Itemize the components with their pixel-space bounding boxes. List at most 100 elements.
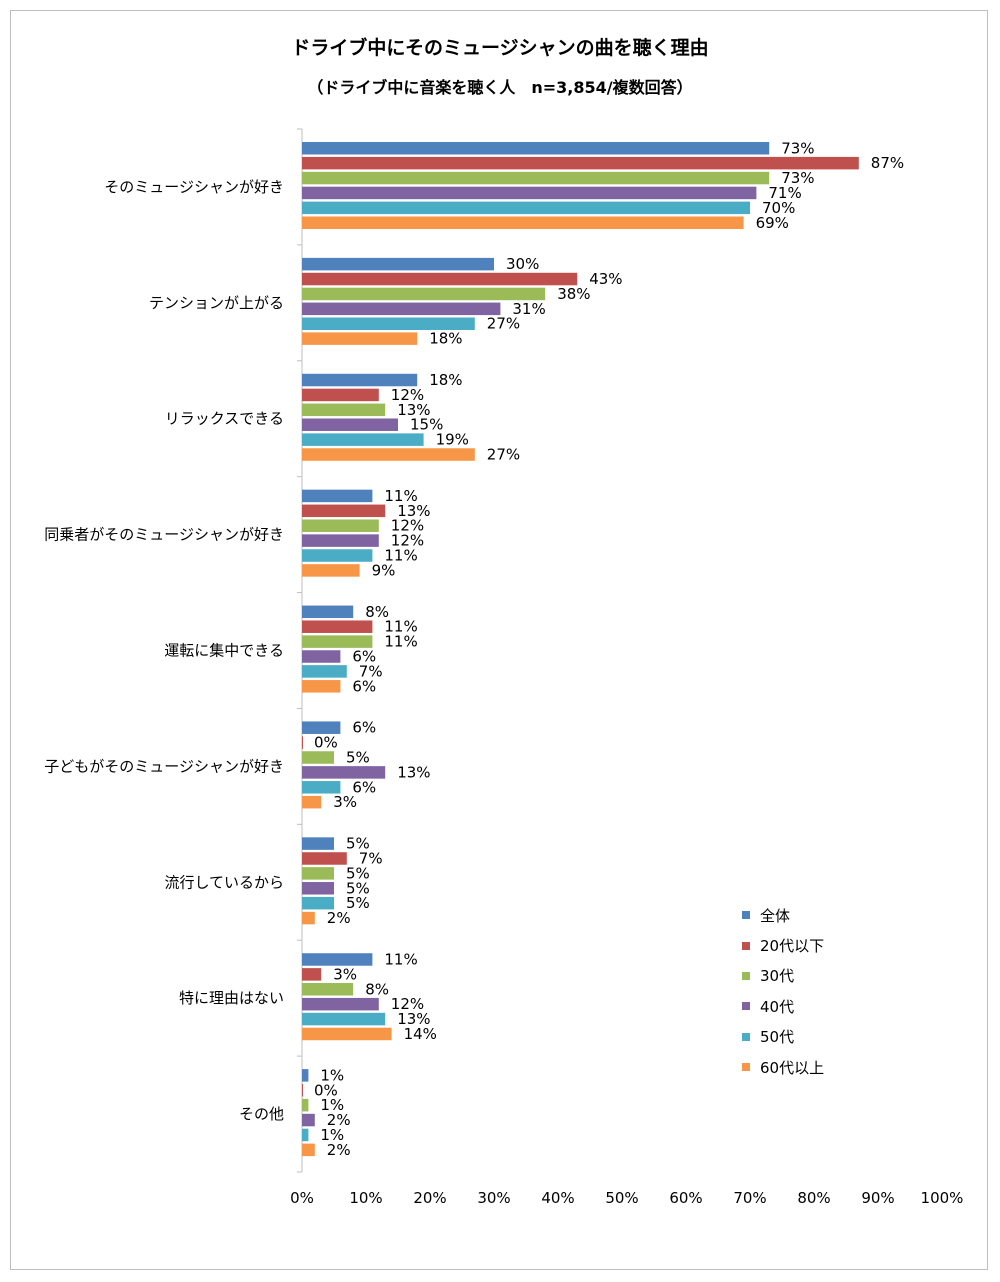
data-label: 3%	[333, 965, 357, 983]
data-label: 7%	[359, 849, 383, 867]
x-tick-label: 60%	[669, 1189, 702, 1207]
x-tick-label: 70%	[733, 1189, 766, 1207]
data-label: 31%	[512, 300, 545, 318]
legend-item: 全体	[742, 900, 824, 930]
data-label: 8%	[365, 980, 389, 998]
data-label: 13%	[397, 1010, 430, 1028]
legend-item: 20代以下	[742, 930, 824, 960]
x-tick-label: 10%	[349, 1189, 382, 1207]
bar	[302, 1069, 309, 1082]
x-tick-label: 50%	[605, 1189, 638, 1207]
category-label: 流行しているから	[164, 873, 284, 891]
bar	[302, 1012, 386, 1026]
bar	[302, 1113, 315, 1127]
category-label: 特に理由はない	[179, 989, 284, 1007]
chart-title: ドライブ中にそのミュージシャンの曲を聴く理由	[291, 37, 709, 59]
bar	[302, 142, 770, 155]
bar	[302, 519, 379, 532]
bar	[302, 837, 334, 850]
bar	[302, 635, 373, 648]
data-label: 18%	[429, 371, 462, 389]
bar	[302, 680, 341, 693]
data-label: 3%	[333, 793, 357, 811]
data-label: 5%	[346, 748, 370, 766]
data-label: 18%	[429, 330, 462, 348]
bar	[302, 388, 379, 402]
bar	[302, 781, 341, 794]
data-label: 13%	[397, 502, 430, 520]
data-label: 1%	[320, 1096, 344, 1114]
data-label: 5%	[346, 894, 370, 912]
category-label: リラックスできる	[165, 410, 284, 428]
bar	[302, 302, 501, 316]
category-label: その他	[239, 1105, 284, 1123]
legend-item: 40代	[742, 991, 824, 1021]
data-label: 5%	[346, 879, 370, 897]
data-label: 2%	[327, 1111, 351, 1129]
bar	[302, 373, 418, 387]
data-label: 11%	[384, 487, 417, 505]
data-label: 38%	[557, 285, 590, 303]
data-label: 7%	[359, 662, 383, 680]
bar	[302, 171, 770, 185]
bar	[302, 418, 398, 431]
data-label: 6%	[352, 648, 376, 666]
legend-swatch	[742, 971, 750, 980]
data-label: 2%	[327, 909, 351, 927]
bar	[302, 186, 757, 200]
x-tick-label: 90%	[861, 1189, 894, 1207]
x-tick-label: 30%	[477, 1189, 510, 1207]
data-label: 73%	[781, 139, 814, 157]
data-label: 11%	[384, 633, 417, 651]
bar	[302, 766, 386, 779]
data-label: 19%	[436, 431, 469, 449]
data-label: 6%	[352, 778, 376, 796]
bar	[302, 504, 386, 518]
legend-item: 60代以上	[742, 1052, 824, 1082]
data-label: 30%	[506, 255, 539, 273]
data-label: 15%	[410, 416, 443, 434]
data-label: 12%	[391, 995, 424, 1013]
data-label: 13%	[397, 401, 430, 419]
bar	[302, 751, 334, 764]
category-label: 子どもがそのミュージシャンが好き	[44, 757, 284, 775]
data-label: 27%	[487, 446, 520, 464]
bar	[302, 896, 334, 910]
bar	[302, 287, 546, 301]
bar	[302, 201, 750, 215]
bar	[302, 852, 347, 865]
x-tick-label: 20%	[413, 1189, 446, 1207]
category-label: 同乗者がそのミュージシャンが好き	[44, 526, 284, 544]
category-label: 運転に集中できる	[164, 642, 284, 660]
bar	[302, 549, 373, 562]
data-label: 0%	[314, 734, 338, 752]
bar	[302, 534, 379, 547]
bar	[302, 650, 341, 663]
bar	[302, 911, 315, 925]
data-label: 6%	[352, 719, 376, 737]
legend-label: 全体	[760, 906, 791, 925]
bar	[302, 1084, 303, 1097]
data-label: 70%	[762, 199, 795, 217]
bar	[302, 968, 322, 981]
bar	[302, 867, 334, 880]
bar	[302, 795, 322, 809]
data-label: 43%	[589, 270, 622, 288]
data-label: 14%	[404, 1025, 437, 1043]
data-label: 11%	[384, 547, 417, 565]
x-tick-label: 0%	[290, 1189, 314, 1207]
bar	[302, 997, 379, 1011]
data-label: 12%	[391, 386, 424, 404]
category-label: テンションが上がる	[149, 294, 284, 312]
bar	[302, 448, 475, 461]
bar	[302, 953, 373, 966]
data-label: 69%	[756, 214, 789, 232]
x-tick-label: 80%	[797, 1189, 830, 1207]
legend-swatch	[742, 911, 750, 920]
bar	[302, 332, 418, 345]
chart-frame	[10, 10, 988, 1270]
data-label: 27%	[487, 315, 520, 333]
legend-label: 30代	[760, 967, 795, 986]
bar	[302, 1128, 309, 1142]
